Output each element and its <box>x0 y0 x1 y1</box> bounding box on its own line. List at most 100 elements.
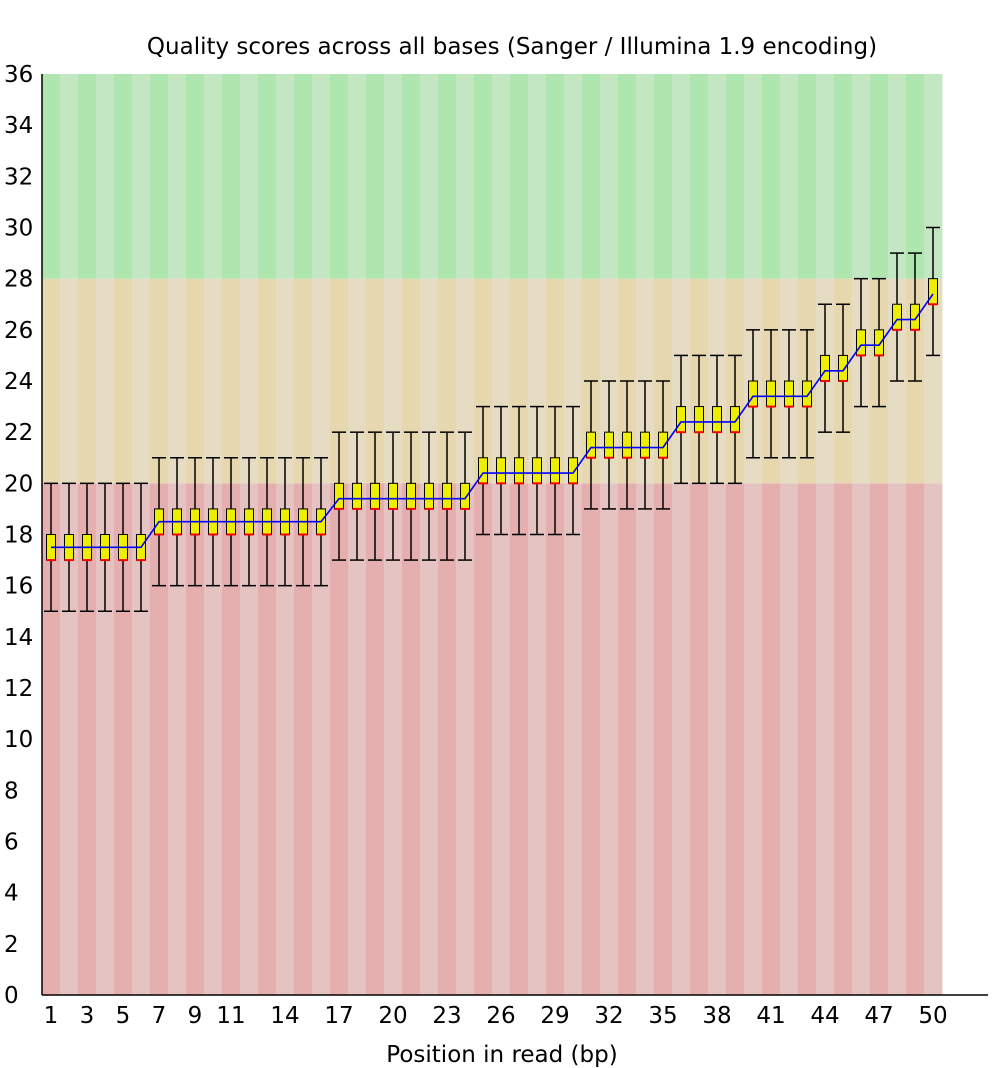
band-zone-3-col-7 <box>150 74 169 279</box>
band-zone-3-col-8 <box>168 74 187 279</box>
band-zone-2-col-9 <box>186 278 205 484</box>
box-38 <box>712 406 722 433</box>
band-zone-3-col-43 <box>798 74 817 279</box>
mean-line <box>51 293 934 549</box>
band-zone-3-col-14 <box>276 74 295 279</box>
chart-title: Quality scores across all bases (Sanger … <box>147 34 877 60</box>
box-36 <box>676 406 686 433</box>
y-tick-label-36: 36 <box>4 62 33 88</box>
band-zone-1-col-42 <box>780 483 799 995</box>
box-39 <box>730 406 740 433</box>
box-30 <box>568 457 578 484</box>
band-zone-3-col-28 <box>528 74 547 279</box>
box-29 <box>550 457 560 484</box>
y-tick-label-34: 34 <box>4 113 33 139</box>
band-zone-1-col-36 <box>672 483 691 995</box>
band-zone-3-col-40 <box>744 74 763 279</box>
band-zone-3-col-12 <box>240 74 259 279</box>
band-zone-3-col-32 <box>600 74 619 279</box>
band-zone-2-col-26 <box>492 278 511 484</box>
band-zone-3-col-2 <box>60 74 79 279</box>
band-zone-1-col-27 <box>510 483 529 995</box>
axes <box>41 74 988 996</box>
band-zone-1-col-20 <box>384 483 403 995</box>
band-zone-1-col-33 <box>618 483 637 995</box>
band-zone-1-col-25 <box>474 483 493 995</box>
band-zone-2-col-27 <box>510 278 529 484</box>
box-45 <box>838 354 848 382</box>
band-zone-1-col-29 <box>546 483 565 995</box>
band-zone-1-col-47 <box>870 483 889 995</box>
band-zone-1-col-21 <box>402 483 421 995</box>
band-zone-1-col-14 <box>276 483 295 995</box>
band-zone-3-col-13 <box>258 74 277 279</box>
y-tick-label-10: 10 <box>4 727 33 753</box>
x-axis-ticks: 1 3 5 7 9 11 14 17 20 23 26 29 32 35 38 41 44 47 50 <box>44 1003 948 1029</box>
band-zone-3-col-10 <box>204 74 223 279</box>
band-zone-1-col-19 <box>366 483 385 995</box>
box-28 <box>532 457 542 484</box>
band-zone-3-col-38 <box>708 74 727 279</box>
mean-line-group <box>51 293 934 549</box>
band-zone-2-col-15 <box>294 278 313 484</box>
band-zone-2-col-1 <box>42 278 61 484</box>
median-markers <box>46 303 938 562</box>
band-zone-3-col-31 <box>582 74 601 279</box>
x-tick-label-26: 26 <box>486 1003 515 1029</box>
y-tick-label-26: 26 <box>4 318 33 344</box>
band-zone-1-col-17 <box>330 483 349 995</box>
band-zone-1-col-23 <box>438 483 457 995</box>
band-zone-1-col-16 <box>312 483 331 995</box>
band-zone-3-col-21 <box>402 74 421 279</box>
band-zone-3-col-5 <box>114 74 133 279</box>
box-33 <box>622 431 632 459</box>
box-31 <box>586 431 596 459</box>
band-zone-3-col-1 <box>42 74 61 279</box>
box-26 <box>496 457 506 484</box>
band-zone-3-col-48 <box>888 74 907 279</box>
box-35 <box>658 431 668 459</box>
x-tick-label-23: 23 <box>432 1003 461 1029</box>
band-zone-3-col-47 <box>870 74 889 279</box>
box-40 <box>748 380 758 408</box>
x-tick-label-3: 3 <box>80 1003 95 1029</box>
band-zone-3-col-29 <box>546 74 565 279</box>
y-tick-label-30: 30 <box>4 216 33 242</box>
box-24 <box>460 482 470 510</box>
band-zone-3-col-20 <box>384 74 403 279</box>
band-zone-3-col-16 <box>312 74 331 279</box>
x-tick-label-44: 44 <box>810 1003 839 1029</box>
band-zone-1-col-26 <box>492 483 511 995</box>
x-tick-label-41: 41 <box>756 1003 785 1029</box>
band-zone-3-col-9 <box>186 74 205 279</box>
band-zone-3-col-44 <box>816 74 835 279</box>
band-zone-1-col-49 <box>906 483 925 995</box>
box-25 <box>478 457 488 484</box>
box-46 <box>856 329 866 356</box>
band-zone-3-col-26 <box>492 74 511 279</box>
box-23 <box>442 482 452 510</box>
band-zone-3-col-24 <box>456 74 475 279</box>
y-tick-label-18: 18 <box>4 523 33 549</box>
x-tick-label-9: 9 <box>188 1003 203 1029</box>
y-tick-label-0: 0 <box>4 983 19 1009</box>
band-zone-2-col-30 <box>564 278 583 484</box>
band-zone-3-col-33 <box>618 74 637 279</box>
band-zone-1-col-18 <box>348 483 367 995</box>
band-zone-2-col-3 <box>78 278 97 484</box>
band-zone-3-col-37 <box>690 74 709 279</box>
band-zone-3-col-41 <box>762 74 781 279</box>
y-tick-label-28: 28 <box>4 267 33 293</box>
x-tick-label-35: 35 <box>648 1003 677 1029</box>
x-tick-label-7: 7 <box>152 1003 167 1029</box>
band-zone-3-col-35 <box>654 74 673 279</box>
y-tick-label-14: 14 <box>4 625 33 651</box>
band-zone-3-col-39 <box>726 74 745 279</box>
x-tick-label-17: 17 <box>324 1003 353 1029</box>
band-zone-3-col-19 <box>366 74 385 279</box>
band-zone-1-col-48 <box>888 483 907 995</box>
band-zone-2-col-14 <box>276 278 295 484</box>
band-zone-3-col-4 <box>96 74 115 279</box>
band-zone-1-col-15 <box>294 483 313 995</box>
